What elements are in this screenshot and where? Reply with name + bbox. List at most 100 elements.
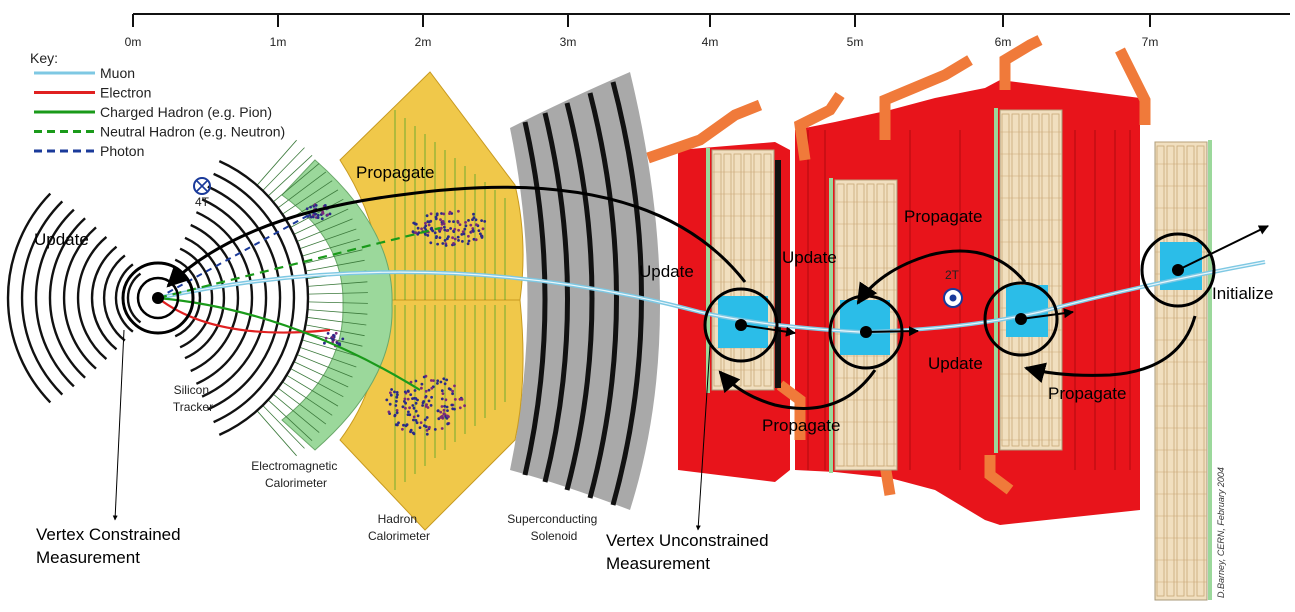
shower-hit [416, 226, 420, 230]
shower-hit [436, 379, 440, 383]
silicon-tracker [6, 160, 310, 436]
chamber-cell [763, 153, 772, 387]
ecal-crystal [262, 405, 305, 449]
shower-hit [324, 336, 328, 340]
shower-hit [328, 212, 332, 216]
ecal-crystal [301, 238, 360, 257]
shower-hit [440, 427, 444, 430]
ecal-crystal [290, 368, 344, 398]
fit-dot-vertex [152, 292, 164, 304]
shower-hit [477, 229, 481, 233]
track-fit-overlay [112, 185, 1269, 531]
shower-hit [467, 234, 470, 238]
shower-hit [453, 407, 456, 411]
shower-hit [395, 411, 399, 415]
ecal-crystal [306, 316, 367, 326]
ecal-crystal [307, 281, 368, 287]
ecal-crystal [293, 208, 349, 235]
shower-hit [443, 228, 447, 232]
ecal-crystal [307, 309, 368, 315]
shower-hit [463, 227, 467, 231]
tracker-layer-left [48, 217, 86, 379]
shower-hit [412, 418, 415, 422]
shower-hit [440, 212, 443, 215]
distance-scale: 0m 1m 2m 3m 4m 5m 6m 7m [125, 13, 1290, 49]
fit-circle-3 [983, 281, 1059, 357]
shower-hit [441, 392, 445, 395]
ecal-crystal [272, 393, 320, 433]
shower-hit [422, 400, 425, 403]
shower-hit [446, 237, 449, 241]
shower-hit [420, 382, 424, 386]
ecal-crystal [307, 292, 368, 295]
ecal-crystal [305, 324, 365, 337]
shower-hit [446, 422, 450, 425]
shower-hit [464, 224, 468, 228]
propagate-label-bottom: Propagate [762, 416, 840, 435]
shower-hit [412, 432, 416, 436]
shower-hit [426, 406, 430, 409]
legend-item-label: Electron [100, 85, 151, 101]
shower-hit [429, 212, 433, 216]
shower-hit [453, 384, 456, 388]
scale-tick-label: 5m [847, 35, 864, 49]
leader-vertex-unconstrained [695, 344, 711, 531]
shower-hit [460, 233, 464, 236]
shower-hit [435, 212, 439, 216]
shower-hit [395, 409, 399, 412]
silicon-tracker-label: Silicon Tracker [173, 383, 213, 414]
shower-hit [323, 341, 326, 345]
electromagnetic-calorimeter [256, 139, 393, 457]
shower-hit [425, 416, 429, 419]
shower-hit [427, 223, 431, 227]
scale-tick-label: 4m [702, 35, 719, 49]
shower-hit [458, 406, 462, 410]
ecal-crystal [296, 354, 353, 378]
shower-hit [389, 393, 393, 397]
shower-hit [450, 403, 454, 407]
legend-item-label: Neutral Hadron (e.g. Neutron) [100, 124, 285, 140]
ecal-crystal [305, 259, 365, 272]
shower-hit [461, 240, 464, 243]
hcal-label: Hadron Calorimeter [368, 512, 430, 543]
chamber-cell [1176, 145, 1185, 597]
shower-hit [305, 207, 309, 211]
shower-hit [443, 239, 447, 242]
shower-hit [474, 238, 478, 242]
ecal-crystal [267, 155, 313, 197]
shower-hit [416, 398, 419, 402]
chamber-cell [1001, 113, 1010, 447]
shower-hit [481, 227, 485, 231]
shower-hit [326, 213, 329, 217]
propagate-arrow-to-vertex [166, 185, 747, 288]
shower-hit [412, 415, 416, 419]
shower-hit [385, 398, 389, 402]
shower-hit [425, 403, 428, 406]
shower-hit [445, 405, 449, 409]
shower-hit [429, 404, 433, 407]
shower-hit [396, 423, 399, 427]
shower-hit [457, 209, 460, 213]
shower-hit [415, 421, 419, 425]
shower-hit [444, 398, 448, 402]
dir-arrow-3 [1020, 308, 1074, 320]
shower-hit [402, 423, 405, 427]
shower-hit [420, 227, 423, 231]
ecal-crystal [272, 163, 320, 203]
shower-hit [443, 404, 447, 408]
shower-hit [314, 212, 317, 216]
shower-hit [425, 214, 429, 218]
shower-hit [401, 405, 405, 409]
shower-hit [424, 395, 428, 398]
tracker-layer-right [201, 198, 268, 398]
shower-hit [393, 414, 397, 418]
shower-hit [453, 237, 457, 241]
shower-hit [387, 410, 391, 414]
muon-chambers [706, 108, 1212, 601]
shower-hit [430, 395, 433, 399]
tracker-layer-left [20, 200, 64, 396]
shower-hit [440, 397, 444, 401]
chamber-cell [1156, 145, 1165, 597]
shower-hit [412, 406, 416, 410]
shower-hit [316, 213, 320, 217]
